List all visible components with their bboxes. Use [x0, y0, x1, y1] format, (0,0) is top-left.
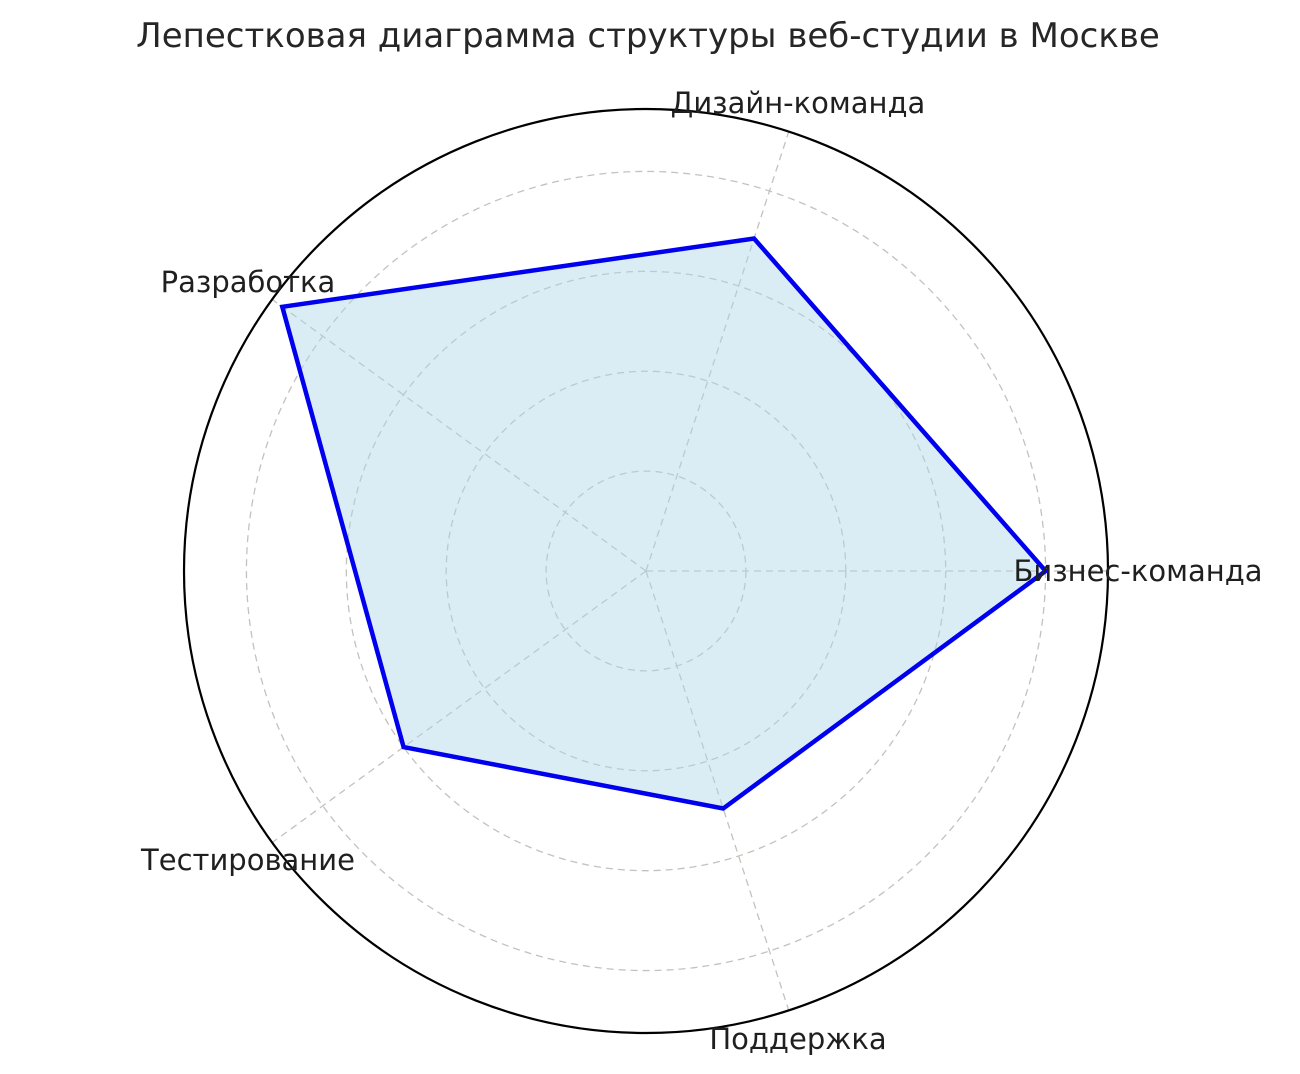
- axis-label: Разработка: [161, 265, 336, 299]
- axis-label: Дизайн-команда: [671, 86, 926, 120]
- data-polygon-outline: [279, 236, 1049, 811]
- chart-title: Лепестковая диаграмма структуры веб-студ…: [136, 16, 1160, 56]
- axis-label: Тестирование: [140, 843, 355, 877]
- grid-circle: [445, 370, 847, 772]
- grid-spoke: [645, 131, 790, 572]
- grid-spoke: [271, 298, 647, 572]
- grid-spoke: [271, 570, 647, 844]
- polar-spine: [182, 107, 1110, 1035]
- grid-circle: [345, 270, 947, 872]
- grid-spoke: [645, 570, 790, 1011]
- data-polygon-fill: [282, 238, 1046, 809]
- axis-label: Поддержка: [709, 1022, 886, 1056]
- axis-label: Бизнес-команда: [1013, 554, 1262, 588]
